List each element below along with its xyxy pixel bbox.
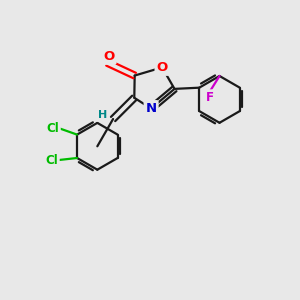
- Text: N: N: [146, 102, 157, 115]
- Text: F: F: [206, 91, 214, 104]
- Text: Cl: Cl: [45, 154, 58, 166]
- Text: H: H: [98, 110, 107, 120]
- Text: Cl: Cl: [46, 122, 59, 135]
- Text: O: O: [157, 61, 168, 74]
- Text: O: O: [103, 50, 115, 63]
